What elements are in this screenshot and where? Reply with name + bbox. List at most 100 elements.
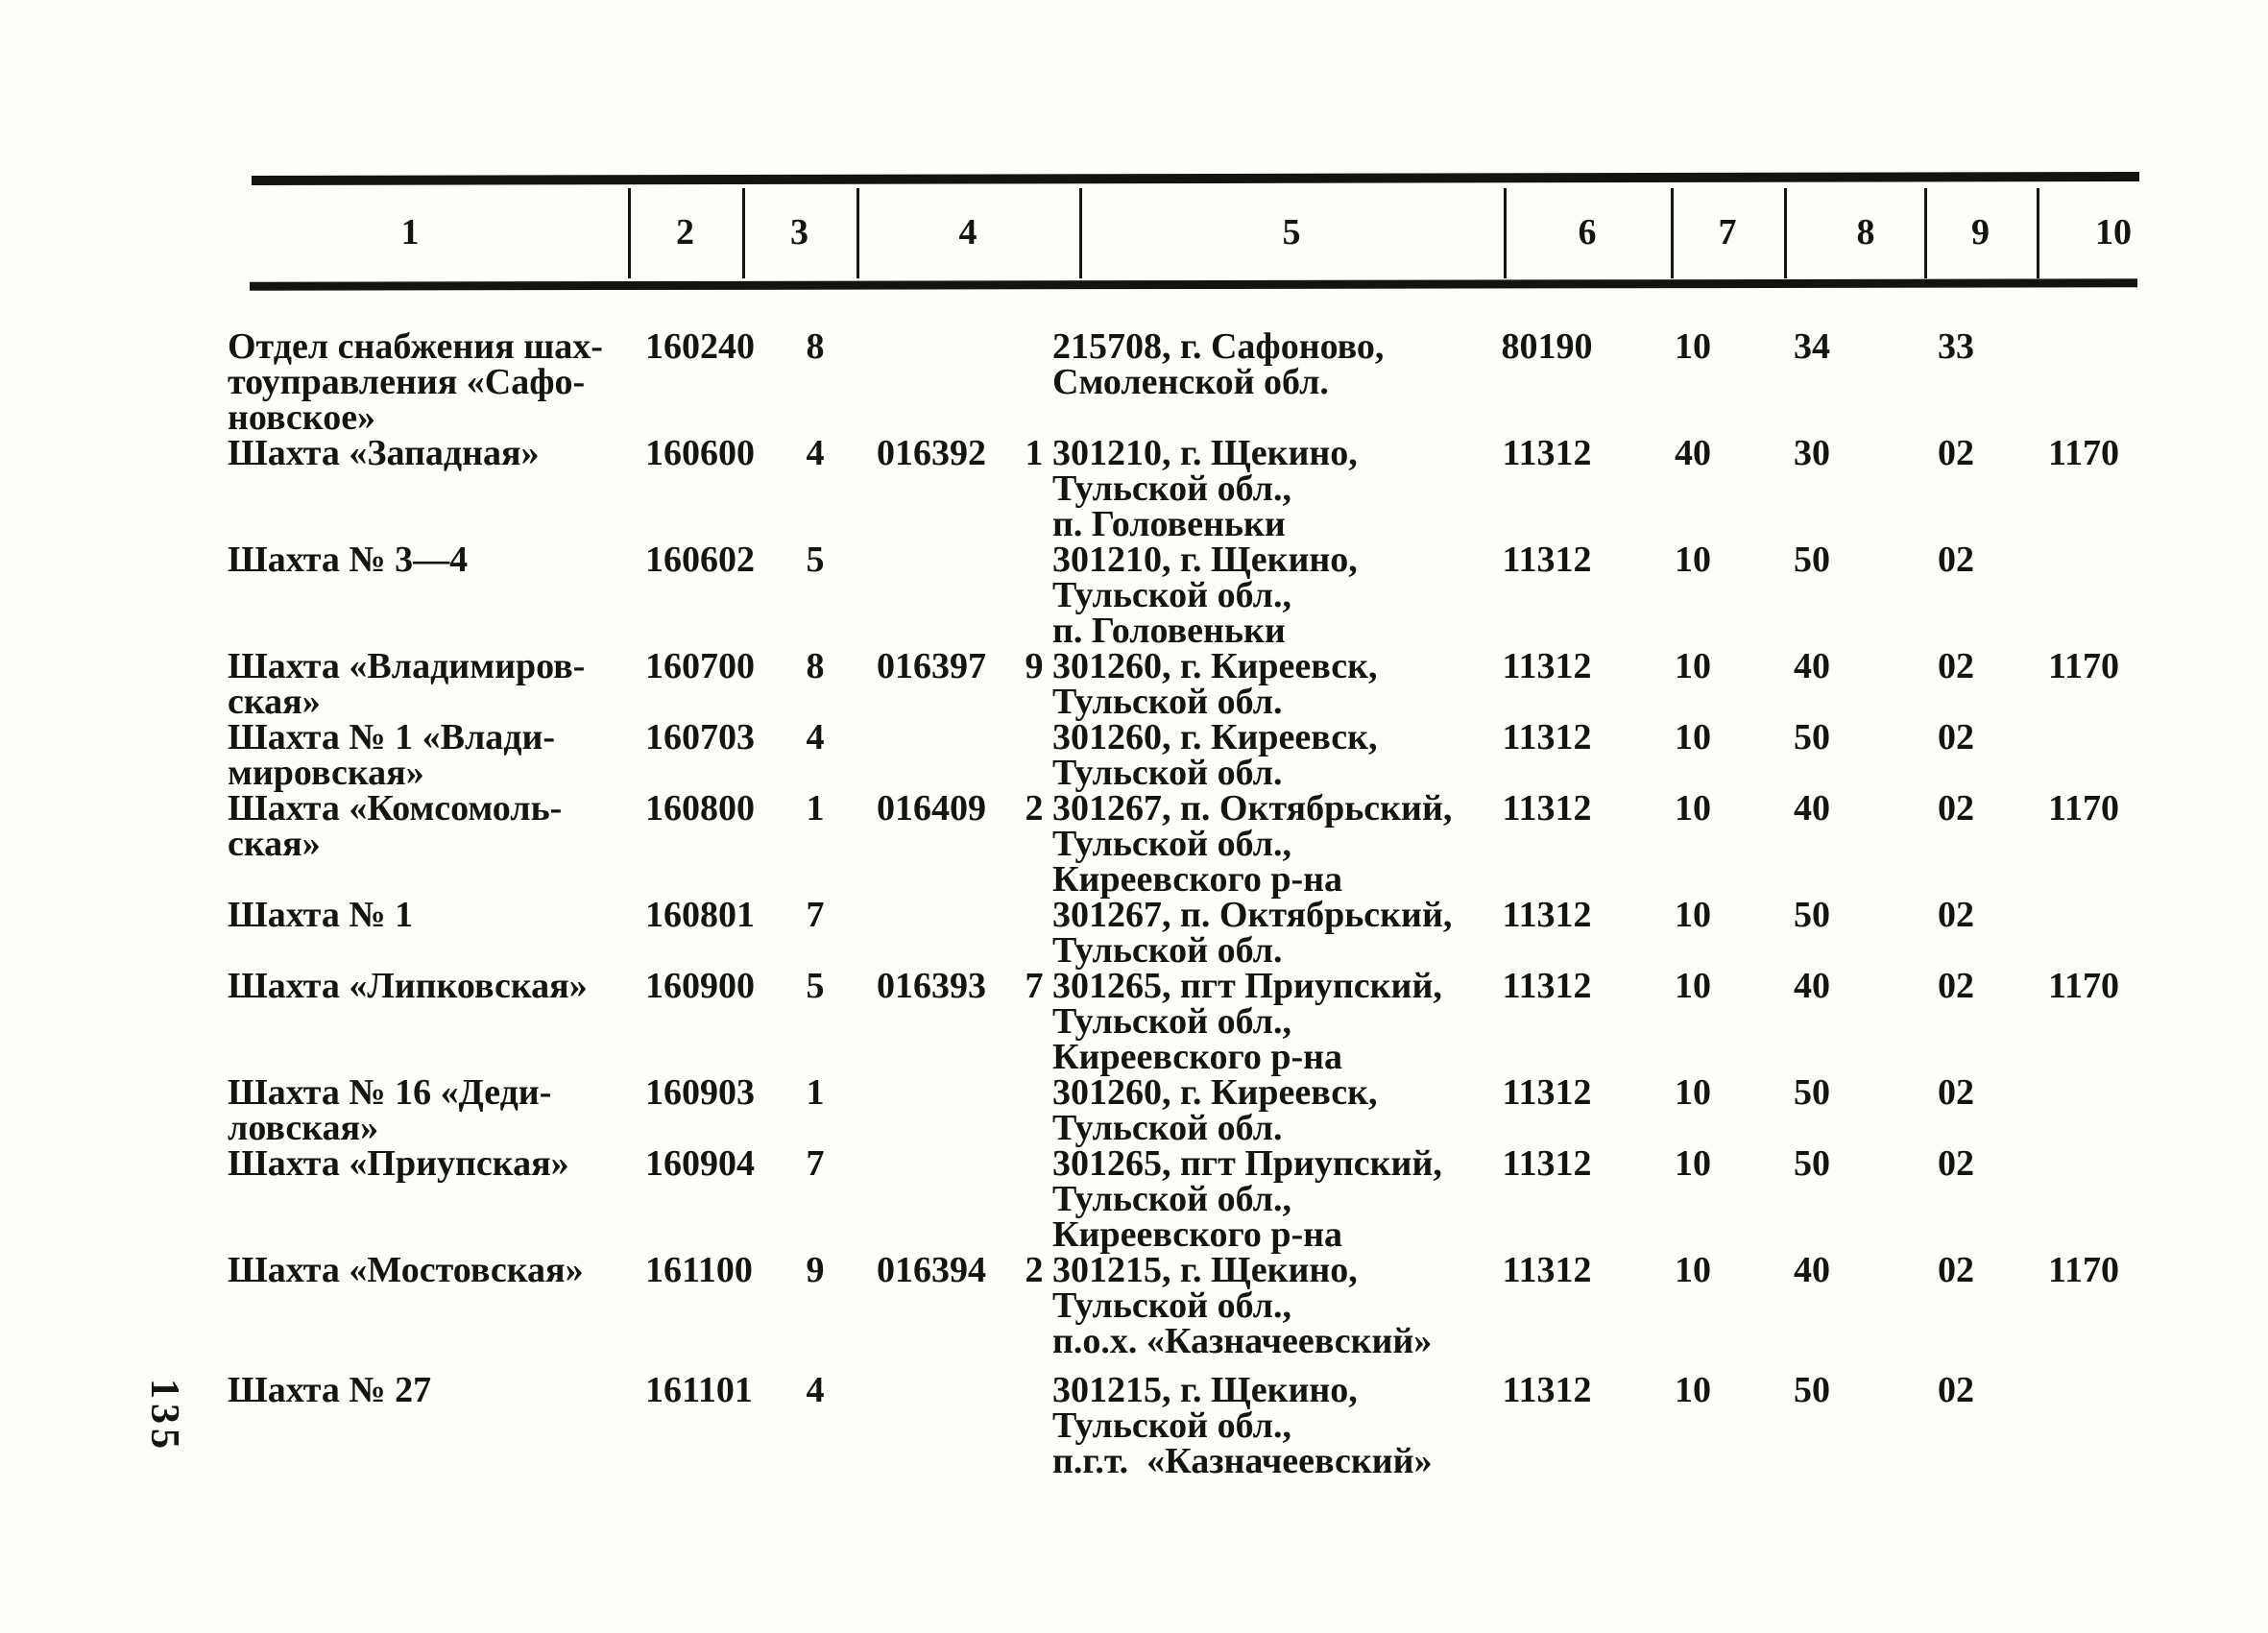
col7-cell: 10 bbox=[1675, 1370, 1711, 1410]
name-cell: Шахта «Липковская» bbox=[228, 968, 640, 1004]
text-line: Киреевского р-на bbox=[1052, 1037, 1343, 1077]
col9-cell: 02 bbox=[1938, 540, 1974, 580]
col8-cell: 50 bbox=[1794, 1143, 1830, 1184]
text-line: Шахта «Комсомоль- bbox=[228, 788, 563, 829]
name-cell: Шахта «Владимиров-ская» bbox=[228, 646, 640, 722]
name-cell: Отдел снабжения шах-тоуправления «Сафо-н… bbox=[228, 328, 640, 438]
col6-cell: 11312 bbox=[1502, 895, 1592, 935]
col9-cell: 02 bbox=[1938, 433, 1974, 473]
col2-code-cell: 160903 bbox=[645, 1072, 755, 1113]
col2-code-cell: 160602 bbox=[645, 540, 755, 580]
header-column-separator bbox=[628, 188, 631, 278]
col4-code-cell: 016394 bbox=[877, 1250, 986, 1290]
text-line: 301260, г. Киреевск, bbox=[1052, 1072, 1378, 1113]
header-column-separator bbox=[857, 188, 859, 278]
table-row: Шахта «Приупская» 160904 7 301265, пгт П… bbox=[0, 1143, 2268, 1253]
col8-cell: 40 bbox=[1794, 646, 1830, 686]
text-line: п. Головеньки bbox=[1052, 611, 1286, 651]
col6-cell: 11312 bbox=[1502, 1143, 1592, 1184]
text-line: Тульской обл. bbox=[1052, 753, 1283, 793]
col7-cell: 40 bbox=[1675, 433, 1711, 473]
col9-cell: 33 bbox=[1938, 326, 1974, 367]
col2-code-cell: 161101 bbox=[645, 1370, 753, 1410]
col4-check-digit-cell: 1 bbox=[1025, 433, 1044, 473]
text-line: Смоленской обл. bbox=[1052, 362, 1329, 402]
text-line: Шахта «Владимиров- bbox=[228, 646, 586, 686]
col7-cell: 10 bbox=[1675, 788, 1711, 829]
col2-code-cell: 160904 bbox=[645, 1143, 755, 1184]
text-line: 301210, г. Щекино, bbox=[1052, 540, 1358, 580]
address-cell: 301260, г. Киреевск, Тульской обл. bbox=[1052, 717, 1513, 793]
text-line: ловская» bbox=[228, 1108, 379, 1148]
header-cell-9: 9 bbox=[1971, 212, 1990, 252]
col6-cell: 11312 bbox=[1502, 966, 1592, 1006]
text-line: Шахта № 3—4 bbox=[228, 540, 469, 580]
text-line: тоуправления «Сафо- bbox=[228, 362, 586, 402]
col2-code-cell: 160700 bbox=[645, 646, 755, 686]
name-cell: Шахта «Приупская» bbox=[228, 1143, 640, 1184]
col10-cell: 1170 bbox=[2048, 433, 2119, 473]
col8-cell: 40 bbox=[1794, 1250, 1830, 1290]
header-cell-7: 7 bbox=[1718, 212, 1737, 252]
text-line: 301260, г. Киреевск, bbox=[1052, 717, 1378, 757]
col7-cell: 10 bbox=[1675, 895, 1711, 935]
name-cell: Шахта № 16 «Деди-ловская» bbox=[228, 1072, 640, 1148]
col10-cell: 1170 bbox=[2048, 646, 2119, 686]
col8-cell: 40 bbox=[1794, 788, 1830, 829]
col2-code-cell: 161100 bbox=[645, 1250, 753, 1290]
col9-cell: 02 bbox=[1938, 895, 1974, 935]
address-cell: 301210, г. Щекино, Тульской обл., п. Голов… bbox=[1052, 540, 1513, 651]
col9-cell: 02 bbox=[1938, 966, 1974, 1006]
col3-check-digit-cell: 4 bbox=[806, 433, 825, 473]
col3-check-digit-cell: 7 bbox=[806, 895, 825, 935]
name-cell: Шахта № 1 bbox=[228, 897, 640, 933]
table-row: Шахта «Владимиров-ская» 160700 8 016397 … bbox=[0, 646, 2268, 722]
table-row: Шахта № 3—4 160602 5 301210, г. Щекино, Т… bbox=[0, 540, 2268, 651]
header-column-separator bbox=[742, 188, 745, 278]
header-column-separator bbox=[2037, 188, 2039, 278]
col8-cell: 30 bbox=[1794, 433, 1830, 473]
text-line: 301267, п. Октябрьский, bbox=[1052, 788, 1453, 829]
col3-check-digit-cell: 1 bbox=[806, 1072, 825, 1113]
text-line: 215708, г. Сафоново, bbox=[1052, 326, 1385, 367]
text-line: ская» bbox=[228, 682, 321, 722]
col6-cell: 80190 bbox=[1501, 326, 1593, 367]
table-row: Шахта № 1 «Влади-мировская» 160703 4 301… bbox=[0, 717, 2268, 793]
col4-check-digit-cell: 2 bbox=[1025, 1250, 1044, 1290]
header-column-separator bbox=[1784, 188, 1787, 278]
col9-cell: 02 bbox=[1938, 1250, 1974, 1290]
col8-cell: 50 bbox=[1794, 1072, 1830, 1113]
text-line: новское» bbox=[228, 397, 376, 438]
text-line: п.г.т. «Казначеевский» bbox=[1052, 1441, 1433, 1481]
col7-cell: 10 bbox=[1675, 326, 1711, 367]
col4-code-cell: 016409 bbox=[877, 788, 986, 829]
text-line: Шахта № 1 «Влади- bbox=[228, 717, 556, 757]
address-cell: 301215, г. Щекино, Тульской обл., п.г.т. «… bbox=[1052, 1372, 1513, 1481]
name-cell: Шахта «Комсомоль-ская» bbox=[228, 788, 640, 864]
header-column-separator bbox=[1924, 188, 1927, 278]
text-line: Шахта № 16 «Деди- bbox=[228, 1072, 552, 1113]
table-row: Шахта «Мостовская» 161100 9 016394 2 301… bbox=[0, 1250, 2268, 1359]
text-line: 301265, пгт Приупский, bbox=[1052, 1143, 1442, 1184]
col6-cell: 11312 bbox=[1502, 1250, 1592, 1290]
text-line: Тульской обл., bbox=[1052, 575, 1291, 615]
text-line: Шахта «Западная» bbox=[228, 433, 540, 473]
col7-cell: 10 bbox=[1675, 966, 1711, 1006]
col8-cell: 40 bbox=[1794, 966, 1830, 1006]
header-cell-3: 3 bbox=[790, 212, 808, 252]
address-cell: 301210, г. Щекино, Тульской обл., п. Голов… bbox=[1052, 435, 1513, 544]
col2-code-cell: 160600 bbox=[645, 433, 755, 473]
text-line: Шахта «Приупская» bbox=[228, 1143, 569, 1184]
col7-cell: 10 bbox=[1675, 1250, 1711, 1290]
table-row: Шахта № 16 «Деди-ловская» 160903 1 30126… bbox=[0, 1072, 2268, 1148]
header-column-separator bbox=[1671, 188, 1674, 278]
name-cell: Шахта № 1 «Влади-мировская» bbox=[228, 717, 640, 791]
text-line: ская» bbox=[228, 824, 321, 864]
col3-check-digit-cell: 8 bbox=[806, 646, 825, 686]
address-cell: 301267, п. Октябрьский, Тульской обл., Кир… bbox=[1052, 788, 1513, 898]
text-line: Тульской обл. bbox=[1052, 682, 1283, 722]
text-line: Тульской обл. bbox=[1052, 1108, 1283, 1148]
col9-cell: 02 bbox=[1938, 788, 1974, 829]
col3-check-digit-cell: 4 bbox=[806, 717, 825, 757]
text-line: п. Головеньки bbox=[1052, 504, 1286, 544]
